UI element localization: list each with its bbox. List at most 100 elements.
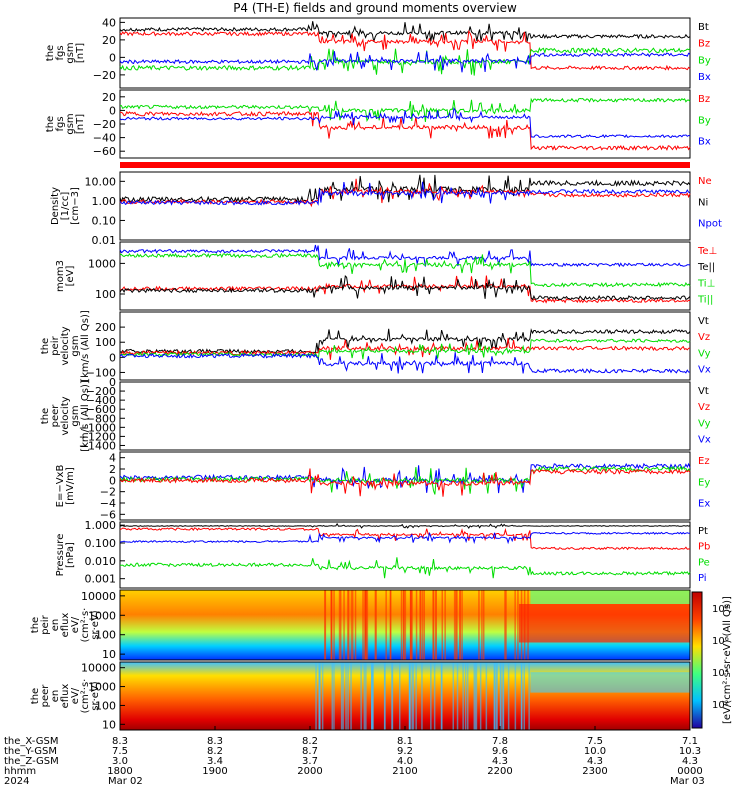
x-tick-label: 4.3: [682, 756, 698, 767]
panel-frame: [119, 589, 691, 661]
series-Pt: [119, 522, 691, 530]
y-axis-label: eflux: [60, 613, 71, 638]
series-By: [119, 47, 691, 76]
series-Bz: [119, 110, 691, 151]
spectrogram-streak: [338, 590, 341, 660]
y-tick-label: −2: [100, 486, 116, 499]
y-tick-label: 1.000: [85, 519, 117, 532]
spectrogram-streak: [412, 662, 415, 730]
legend-entry: Vx: [698, 365, 711, 376]
series-Tepar: [119, 274, 691, 301]
legend-entry: Ne: [698, 176, 712, 187]
legend-entry: Vy: [698, 348, 711, 359]
x-tick-label: 8.3: [207, 736, 223, 747]
y-tick-label: −40: [93, 132, 116, 145]
x-row-label: the_X-GSM: [4, 736, 58, 747]
colorbar-label: [eV/(cm²·s·sr·eV) (All Qs)]: [722, 596, 733, 724]
y-axis-label: the: [45, 45, 56, 61]
spectrogram-streak: [389, 590, 392, 660]
spectrogram-streak: [404, 590, 407, 660]
legend-entry: Bt: [698, 22, 709, 33]
spectrogram-streak: [321, 662, 324, 730]
spectrogram-streak: [479, 662, 482, 730]
y-axis-label: [nT]: [75, 43, 86, 63]
spectrogram-block: [519, 604, 690, 643]
x-tick-label: 3.4: [207, 756, 223, 767]
series-Teperp: [120, 275, 691, 304]
panel-frame: [119, 241, 691, 311]
x-tick-label: 7.8: [492, 736, 508, 747]
spectrogram-streak: [342, 662, 344, 730]
spectrogram-streak: [411, 662, 413, 730]
spectrogram-block: [530, 590, 690, 604]
y-tick-label: −800: [86, 412, 116, 425]
spectrogram-streak: [362, 590, 364, 660]
y-tick-label: 0: [109, 376, 116, 389]
spectrogram-streak: [366, 590, 369, 660]
x-tick-label: 10.0: [584, 746, 606, 757]
y-tick-label: 0: [109, 474, 116, 487]
y-tick-label: −100: [86, 366, 116, 379]
y-axis-label: gsm: [65, 42, 76, 63]
colorbar-tick-label: 10²: [712, 700, 729, 711]
spectrogram-streak: [461, 590, 463, 660]
y-tick-label: 100: [95, 699, 116, 712]
series-Pi: [119, 531, 691, 545]
y-tick-label: 0.01: [92, 234, 117, 247]
spectrogram-streak: [485, 662, 488, 730]
spectrogram-block: [530, 672, 690, 693]
y-axis-label: peir: [50, 335, 61, 355]
legend-entry: Vt: [698, 316, 709, 327]
spectrogram-streak: [411, 590, 413, 660]
panel-frame: [119, 451, 691, 521]
y-tick-label: 0.010: [85, 555, 117, 568]
spectrogram-streak: [385, 590, 387, 660]
spectrogram-streak: [495, 662, 497, 730]
x-tick-label: 3.7: [302, 756, 318, 767]
spectrogram-streak: [348, 590, 350, 660]
y-tick-label: 1000: [88, 609, 116, 622]
spectrogram-streak: [333, 662, 335, 730]
legend-entry: Pb: [698, 542, 710, 553]
series-Bz: [119, 29, 691, 71]
chart-title: P4 (TH-E) fields and ground moments over…: [233, 1, 517, 15]
spectrogram-streak: [514, 662, 517, 730]
x-date-label: Mar 03: [670, 776, 705, 787]
y-axis-label: mom3: [55, 260, 66, 292]
y-tick-label: 0: [109, 51, 116, 64]
colorbar-tick-label: 10⁸: [712, 604, 729, 615]
y-axis-label: [nT]: [75, 114, 86, 134]
y-axis-label: sr·eV): [90, 681, 101, 710]
spectrogram-streak: [502, 662, 504, 730]
y-axis-label: [nPa]: [65, 542, 76, 568]
x-tick-label: 7.1: [682, 736, 698, 747]
colorbar-tick-label: 10⁴: [712, 668, 729, 679]
y-axis-label: the: [40, 338, 51, 354]
legend-entry: Bx: [698, 137, 711, 148]
spectrogram-streak: [403, 590, 405, 660]
series-Vt: [119, 328, 691, 355]
spectrogram-streak: [343, 590, 345, 660]
spectrogram-streak: [347, 662, 349, 730]
legend-entry: By: [698, 55, 711, 66]
series-Npot: [119, 181, 691, 206]
y-axis-label: Density: [50, 187, 61, 225]
spectrogram-streak: [340, 662, 343, 730]
y-axis-label: en: [50, 619, 61, 632]
x-tick-label: 8.2: [207, 746, 223, 757]
y-axis-label: eV/: [70, 616, 81, 633]
y-axis-label: gsm: [70, 405, 81, 426]
legend-entry: Pe: [698, 557, 710, 568]
y-tick-label: −4: [100, 497, 116, 510]
x-row-label: the_Y-GSM: [4, 746, 57, 757]
y-tick-label: 0.001: [85, 573, 117, 586]
series-Tiperp: [119, 252, 691, 288]
x-row-label: hhmm: [4, 766, 36, 777]
spectrogram-streak: [441, 590, 443, 660]
legend-entry: Vx: [698, 435, 711, 446]
spectrogram-streak: [523, 662, 525, 730]
y-tick-label: −1000: [79, 421, 116, 434]
spectrogram-streak: [372, 662, 374, 730]
x-tick-label: 2000: [297, 766, 322, 777]
